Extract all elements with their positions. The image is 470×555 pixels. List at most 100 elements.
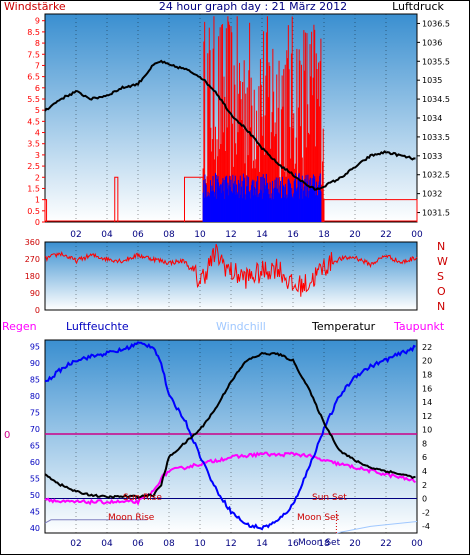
direction-letter: W bbox=[437, 255, 448, 268]
wind-tick-label: 6 bbox=[35, 84, 40, 93]
wind-tick-label: 5.5 bbox=[27, 95, 40, 104]
wind-axis-ticks: 0 0.5 1 1.5 2 2.5 3 3.5 4 4.5 5 5.5 6 6.5 7 7.5 8 8.5 9 bbox=[27, 17, 45, 227]
humidity-tick-label: 50 bbox=[30, 491, 40, 500]
dewpoint-line bbox=[44, 451, 416, 507]
temperature-tick-label: 8 bbox=[422, 439, 427, 448]
humidity-tick-label: 60 bbox=[30, 458, 40, 467]
temperature-tick-label: 16 bbox=[422, 384, 432, 393]
x-tick-label: 12 bbox=[225, 230, 236, 240]
humidity-tick-label: 90 bbox=[30, 359, 40, 368]
moon-line bbox=[44, 519, 148, 524]
humidity-tick-label: 70 bbox=[30, 425, 40, 434]
x-axis-ticks-bottom: 02 04 06 08 10 12 14 16 18 20 22 00 bbox=[70, 539, 423, 549]
moon-set-label: Moon Set bbox=[297, 513, 340, 523]
x-tick-label: 18 bbox=[318, 539, 330, 549]
direction-tick-label: 360 bbox=[25, 238, 40, 247]
pressure-tick-label: 1033 bbox=[422, 152, 442, 161]
temperature-tick-label: 6 bbox=[422, 453, 427, 462]
temperature-tick-label: 22 bbox=[422, 343, 432, 352]
humidity-line bbox=[44, 341, 416, 531]
x-tick-label: 06 bbox=[132, 539, 144, 549]
temperature-tick-label: 20 bbox=[422, 357, 432, 366]
wind-step bbox=[44, 199, 48, 222]
legend-dewpoint: Taupunkt bbox=[393, 320, 445, 333]
wind-tick-label: 7 bbox=[35, 61, 40, 70]
legend-temperature: Temperatur bbox=[311, 320, 376, 333]
humidity-tick-label: 85 bbox=[30, 376, 40, 385]
wind-tick-label: 3.5 bbox=[27, 140, 40, 149]
temperature-tick-label: 18 bbox=[422, 370, 432, 379]
chart-title: 24 hour graph day : 21 März 2012 bbox=[159, 0, 347, 13]
direction-grid bbox=[75, 242, 418, 310]
wind-tick-label: 6.5 bbox=[27, 73, 40, 82]
sun-set-label: Sun Set bbox=[312, 493, 347, 503]
direction-letter: N bbox=[437, 240, 445, 253]
wind-tick-label: 8.5 bbox=[27, 28, 40, 37]
wind-tick-label: 2 bbox=[35, 173, 40, 182]
x-tick-label: 22 bbox=[380, 230, 391, 240]
legend-rain: Regen bbox=[2, 320, 37, 333]
x-tick-label: 08 bbox=[163, 230, 175, 240]
pressure-axis-title: Luftdruck bbox=[392, 0, 444, 13]
legend-windchill: Windchill bbox=[216, 320, 266, 333]
wind-tick-label: 9 bbox=[35, 17, 40, 26]
temperature-tick-label: -2 bbox=[422, 508, 430, 517]
pressure-tick-label: 1033.5 bbox=[422, 133, 450, 142]
temperature-tick-label: 12 bbox=[422, 412, 432, 421]
sun-rise-label: Sun Rise bbox=[123, 493, 162, 503]
pressure-tick-label: 1036.5 bbox=[422, 19, 450, 28]
direction-degree-ticks: 0 90 180 270 360 bbox=[25, 238, 40, 315]
x-tick-label: 02 bbox=[70, 230, 81, 240]
pressure-tick-label: 1035 bbox=[422, 76, 442, 85]
humidity-tick-label: 65 bbox=[30, 442, 40, 451]
wind-tick-label: 0.5 bbox=[27, 207, 40, 216]
temperature-axis-ticks: -4 -2 0 2 4 6 8 10 12 14 16 18 20 22 bbox=[422, 343, 432, 531]
wind-pressure-data bbox=[44, 16, 418, 222]
x-tick-label: 00 bbox=[411, 230, 423, 240]
pressure-axis-ticks: 1031.5 1032 1032.5 1033 1033.5 1034 1034.5 1035… bbox=[417, 19, 450, 218]
temperature-tick-label: 14 bbox=[422, 398, 432, 407]
temperature-line bbox=[44, 351, 416, 500]
legend-humidity: Luftfeuchte bbox=[66, 320, 129, 333]
pressure-tick-label: 1032.5 bbox=[422, 171, 450, 180]
direction-panel bbox=[44, 241, 418, 311]
humidity-tick-label: 80 bbox=[30, 392, 40, 401]
temperature-tick-label: 2 bbox=[422, 481, 427, 490]
humidity-tick-label: 55 bbox=[30, 475, 40, 484]
direction-tick-label: 0 bbox=[35, 306, 40, 315]
moon-set-bottom-label: Moon Set bbox=[298, 538, 341, 548]
wind-step bbox=[323, 199, 418, 222]
wind-tick-label: 8 bbox=[35, 39, 40, 48]
temperature-tick-label: 0 bbox=[422, 495, 427, 504]
direction-tick-label: 270 bbox=[25, 255, 40, 264]
x-tick-label: 14 bbox=[256, 230, 268, 240]
pressure-tick-label: 1032 bbox=[422, 190, 442, 199]
moon-rise-label: Moon Rise bbox=[108, 513, 155, 523]
temperature-tick-label: 4 bbox=[422, 467, 427, 476]
x-tick-label: 04 bbox=[101, 230, 113, 240]
wind-tick-label: 4.5 bbox=[27, 117, 40, 126]
pressure-tick-label: 1034.5 bbox=[422, 95, 450, 104]
humidity-tick-label: 45 bbox=[30, 508, 40, 517]
x-tick-label: 08 bbox=[163, 539, 175, 549]
pressure-tick-label: 1036 bbox=[422, 38, 442, 47]
x-tick-label: 10 bbox=[194, 539, 206, 549]
x-axis-ticks-top: 02 04 06 08 10 12 14 16 18 20 22 00 bbox=[70, 230, 423, 240]
pressure-line bbox=[44, 59, 416, 191]
wind-tick-label: 2.5 bbox=[27, 162, 40, 171]
windchill-line bbox=[336, 520, 418, 534]
wind-tick-label: 1.5 bbox=[27, 184, 40, 193]
x-tick-label: 10 bbox=[194, 230, 206, 240]
wind-tick-label: 1 bbox=[35, 196, 40, 205]
wind-tick-label: 4 bbox=[35, 129, 40, 138]
wind-tick-label: 5 bbox=[35, 106, 40, 115]
wind-step bbox=[114, 176, 119, 222]
x-tick-label: 18 bbox=[318, 230, 330, 240]
x-tick-label: 00 bbox=[411, 539, 423, 549]
humidity-axis-ticks: 40 45 50 55 60 65 70 75 80 85 90 95 bbox=[30, 343, 40, 533]
direction-tick-label: 180 bbox=[25, 272, 40, 281]
pressure-tick-label: 1035.5 bbox=[422, 57, 450, 66]
direction-letter: O bbox=[437, 285, 446, 298]
pressure-tick-label: 1031.5 bbox=[422, 209, 450, 218]
